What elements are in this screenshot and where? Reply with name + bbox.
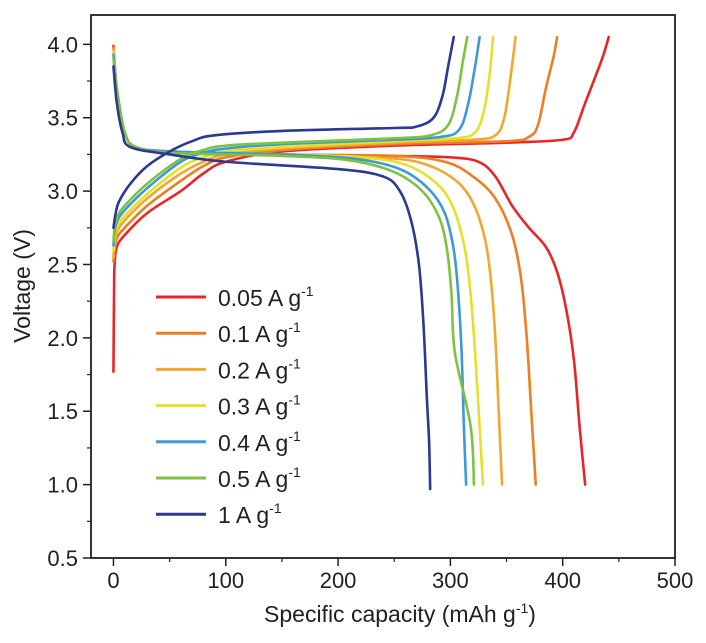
- series-line-charge: [112, 35, 517, 259]
- y-tick-label: 0.5: [47, 546, 78, 571]
- legend-entry: 0.5 A g-1: [218, 464, 301, 492]
- x-tick-label: 500: [657, 568, 694, 593]
- legend-entry: 0.1 A g-1: [218, 319, 301, 347]
- x-tick-label: 100: [207, 568, 244, 593]
- series-line-charge: [112, 35, 469, 243]
- series-line-charge: [112, 35, 611, 373]
- series-line-charge: [112, 35, 456, 230]
- x-tick-label: 0: [107, 568, 119, 593]
- x-axis-title: Specific capacity (mAh g-1): [264, 600, 536, 627]
- y-tick-label: 3.0: [47, 179, 78, 204]
- series-line-discharge: [112, 65, 432, 491]
- series-line-charge: [112, 35, 495, 252]
- series-line-charge: [112, 35, 481, 247]
- x-axis-ticks: 0 100 200 300 400 500: [107, 558, 693, 593]
- y-tick-label: 2.0: [47, 326, 78, 351]
- legend-entry: 1 A g-1: [218, 500, 282, 528]
- series-line-discharge: [112, 53, 468, 486]
- x-tick-label: 400: [544, 568, 581, 593]
- series-line-discharge: [112, 44, 587, 486]
- legend-entry: 0.05 A g-1: [218, 283, 314, 311]
- y-axis-ticks: 0.5 1.0 1.5 2.0 2.5 3.0 3.5 4.0: [47, 32, 91, 571]
- series-curves: [112, 35, 611, 491]
- x-tick-label: 300: [432, 568, 469, 593]
- y-tick-label: 1.5: [47, 399, 78, 424]
- y-axis-title: Voltage (V): [9, 229, 35, 343]
- x-tick-label: 200: [320, 568, 357, 593]
- y-tick-label: 4.0: [47, 32, 78, 57]
- y-tick-label: 2.5: [47, 252, 78, 277]
- plot-area-frame: [90, 14, 676, 559]
- legend-entry: 0.4 A g-1: [218, 428, 301, 456]
- legend-entry: 0.3 A g-1: [218, 392, 301, 420]
- series-line-charge: [112, 35, 559, 263]
- y-tick-label: 1.0: [47, 473, 78, 498]
- legend-entry: 0.2 A g-1: [218, 355, 301, 383]
- legend: 0.05 A g-1 0.1 A g-1 0.2 A g-1 0.3 A g-1 0.4…: [156, 283, 314, 528]
- series-line-discharge: [112, 47, 504, 486]
- series-line-discharge: [112, 45, 538, 486]
- series-line-discharge: [112, 57, 476, 486]
- y-tick-label: 3.5: [47, 106, 78, 131]
